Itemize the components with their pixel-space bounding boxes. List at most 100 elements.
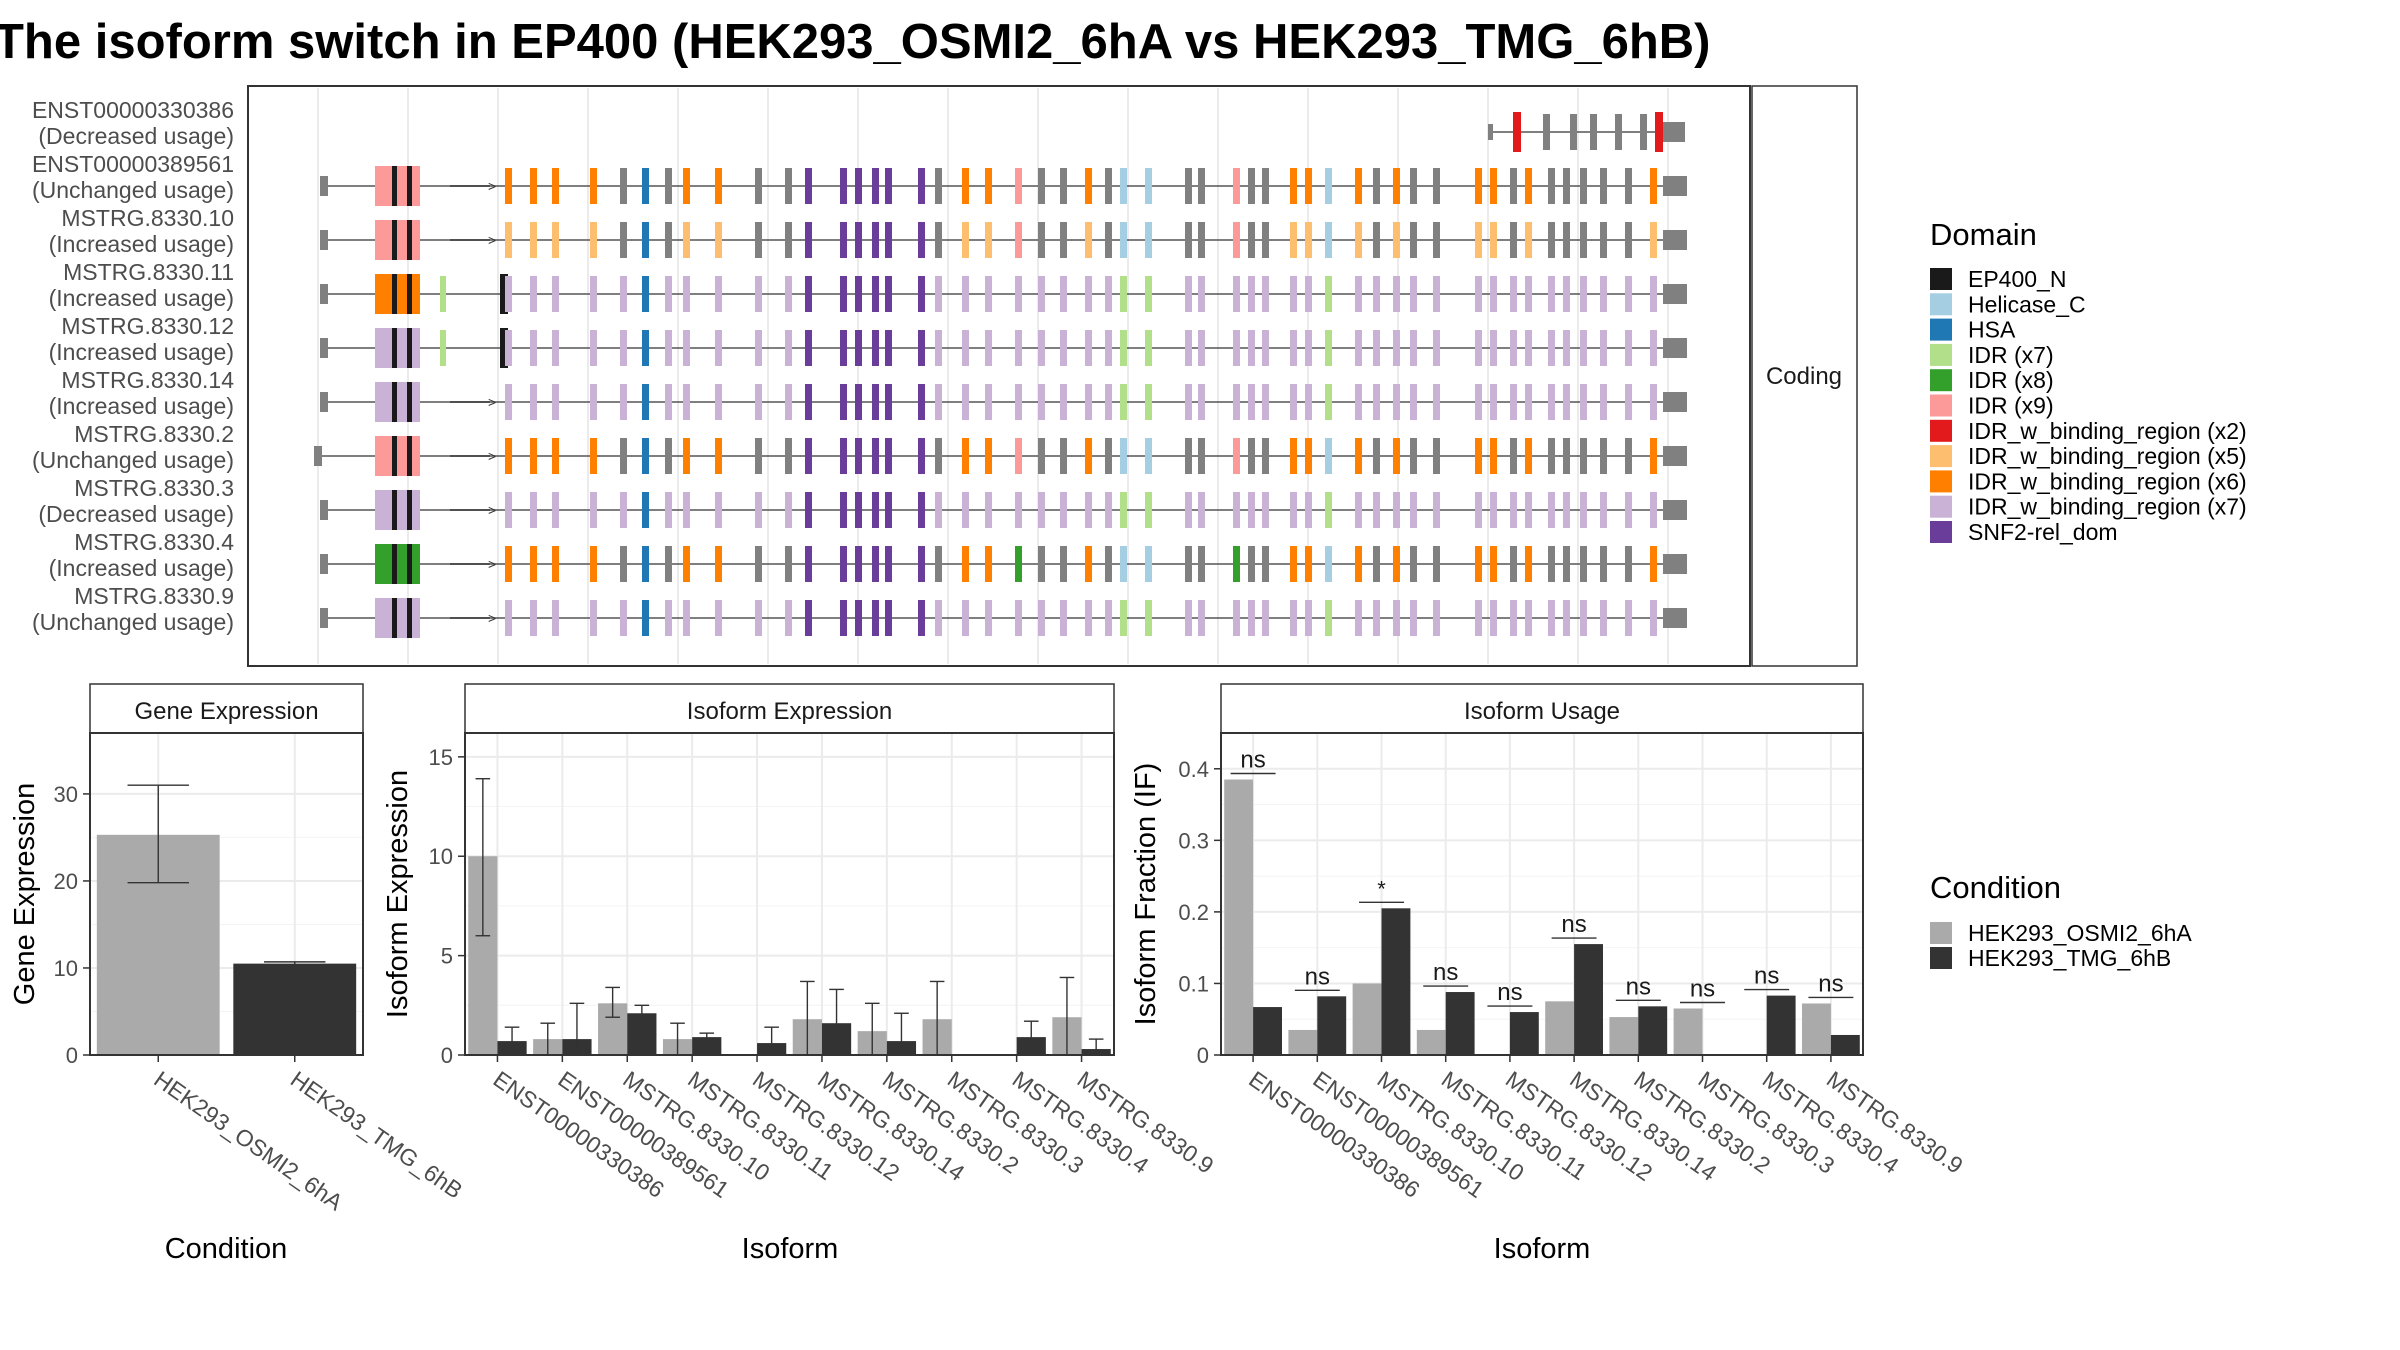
exon [1060, 330, 1067, 366]
exon [590, 330, 597, 366]
exon [1433, 384, 1440, 420]
plot-border [1220, 732, 1864, 1056]
exon [530, 168, 537, 204]
exon [1198, 438, 1205, 474]
exon [665, 600, 672, 636]
exon [1060, 600, 1067, 636]
bar [1381, 908, 1411, 1055]
exon [962, 438, 969, 474]
exon [505, 276, 512, 312]
y-tick-label: 0 [66, 1043, 78, 1068]
y-tick-label: 0.1 [1178, 971, 1209, 996]
exon [1145, 168, 1152, 204]
exon [642, 438, 649, 474]
exon [1060, 438, 1067, 474]
domain-legend-swatch [1930, 293, 1952, 316]
domain-legend-swatch [1930, 521, 1952, 543]
exon [1510, 600, 1517, 636]
exon [1393, 330, 1400, 366]
exon [1625, 276, 1632, 312]
exon [642, 600, 649, 636]
exon [407, 382, 412, 422]
structure-transcripts: > > > > > > > [314, 112, 1687, 638]
exon [1615, 114, 1622, 150]
exon [1105, 492, 1112, 528]
exon [642, 492, 649, 528]
exon [590, 600, 597, 636]
exon [1355, 600, 1362, 636]
exon [1510, 384, 1517, 420]
exon [375, 328, 420, 368]
exon [1262, 222, 1269, 258]
exon [1355, 276, 1362, 312]
exon [505, 330, 512, 366]
exon [1038, 222, 1045, 258]
exon [1015, 438, 1022, 474]
exon [755, 438, 762, 474]
exon [1625, 546, 1632, 582]
significance-label: ns [1305, 963, 1330, 990]
exon [530, 546, 537, 582]
exon [755, 168, 762, 204]
exon [392, 274, 397, 314]
exon [1410, 438, 1417, 474]
significance-label: ns [1754, 963, 1779, 990]
exon [1490, 492, 1497, 528]
structure-panel: >>>>>>> ENST00000330386(Decreased usage)… [32, 85, 1858, 667]
exon [665, 492, 672, 528]
exon [1015, 168, 1022, 204]
exon [918, 492, 925, 528]
exon [1373, 384, 1380, 420]
transcript-row: > [320, 220, 1687, 260]
exon [1410, 384, 1417, 420]
exon [392, 544, 397, 584]
exon [1580, 222, 1587, 258]
transcript-id-label: MSTRG.8330.11 [63, 259, 234, 285]
domain-legend-label: IDR (x9) [1968, 393, 2054, 419]
exon [505, 222, 512, 258]
exon [1325, 330, 1332, 366]
exon [392, 436, 397, 476]
exon [1105, 168, 1112, 204]
transcript-id-label: ENST00000389561 [32, 151, 234, 177]
exon [590, 222, 597, 258]
exon [1120, 384, 1127, 420]
gene-expression-chart: Gene Expression0102030HEK293_OSMI2_6hAHE… [9, 683, 467, 1265]
exon [665, 330, 672, 366]
exon [1248, 492, 1255, 528]
exon [1600, 438, 1607, 474]
exon [840, 492, 847, 528]
y-tick-label: 5 [441, 944, 453, 969]
transcript-row [320, 274, 1687, 314]
exon [935, 438, 942, 474]
exon [935, 384, 942, 420]
exon [1038, 276, 1045, 312]
exon [918, 438, 925, 474]
exon [1663, 176, 1687, 196]
exon [805, 438, 812, 474]
bar [1574, 944, 1603, 1055]
bar [1445, 992, 1475, 1055]
exon [1410, 492, 1417, 528]
exon [1185, 492, 1192, 528]
exon [1262, 384, 1269, 420]
exon [407, 598, 412, 638]
exon [1475, 438, 1482, 474]
x-axis-title: Isoform [1494, 1233, 1591, 1265]
exon [785, 546, 792, 582]
structure-y-labels: ENST00000330386(Decreased usage)ENST0000… [32, 97, 234, 635]
facet-strip-label: Isoform Usage [1464, 698, 1620, 725]
significance-label: * [1377, 876, 1386, 901]
exon [1305, 330, 1312, 366]
exon [505, 600, 512, 636]
exon [1145, 276, 1152, 312]
exon [620, 384, 627, 420]
exon [375, 544, 420, 584]
exon [1248, 222, 1255, 258]
exon [1663, 392, 1687, 412]
exon [1410, 276, 1417, 312]
domain-legend-swatch [1930, 394, 1952, 417]
exon [1325, 168, 1332, 204]
exon [1290, 168, 1297, 204]
exon [785, 492, 792, 528]
